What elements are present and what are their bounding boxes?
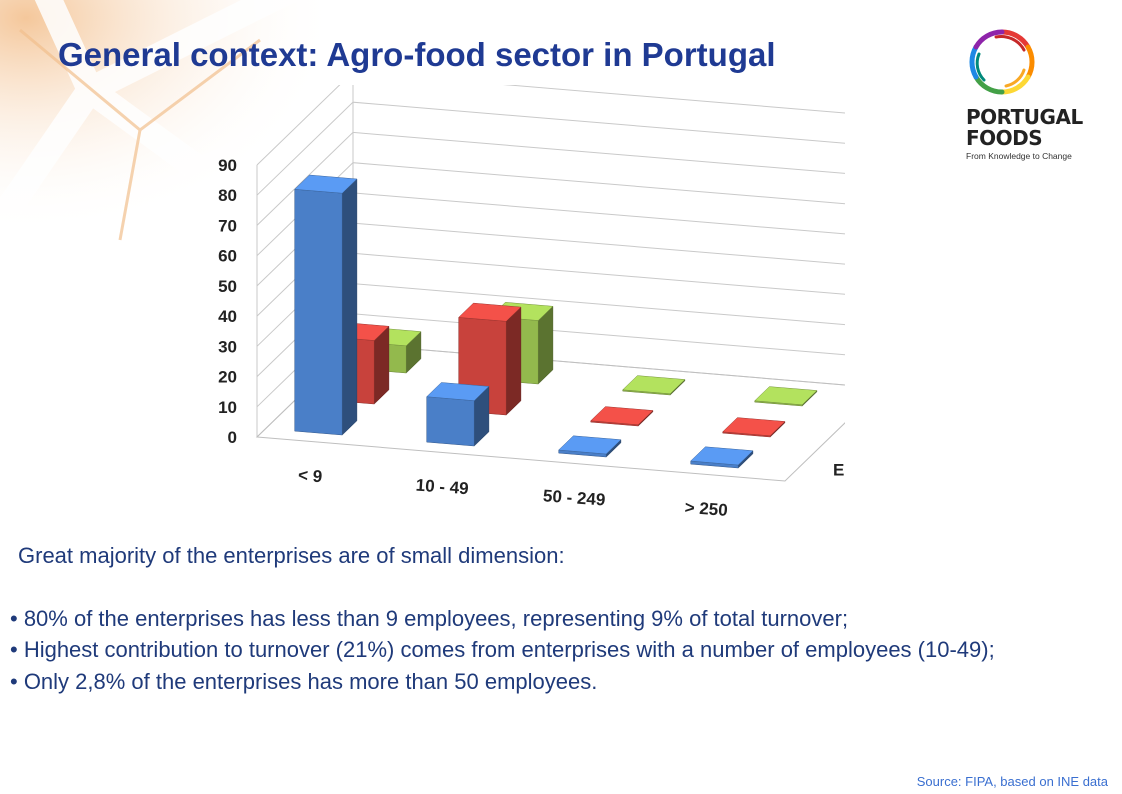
bar-top-enterprises [690, 446, 754, 466]
bullet-item: • 80% of the enterprises has less than 9… [10, 605, 849, 631]
logo-tagline: From Knowledge to Change [966, 151, 1072, 161]
intro-text: Great majority of the enterprises are of… [18, 543, 565, 568]
slide-title: General context: Agro-food sector in Por… [58, 36, 776, 73]
logo-wordmark-portugal: PORTUGAL [966, 105, 1083, 129]
bar-top-enterprises [426, 382, 490, 401]
bar-top-turnover [622, 375, 686, 395]
bar-enterprises [294, 189, 343, 436]
y-tick-label: 20 [218, 368, 237, 387]
x-tick-label: 50 - 249 [542, 486, 606, 509]
bar-top-employees [458, 302, 522, 322]
gridline [256, 85, 845, 166]
y-tick-label: 40 [218, 307, 237, 326]
y-tick-label: 30 [218, 337, 237, 356]
x-tick-label: > 250 [684, 498, 728, 520]
bar-side-enterprises [341, 178, 358, 436]
bar-side-employees [505, 306, 522, 416]
y-tick-label: 50 [218, 277, 237, 296]
x-tick-label: 10 - 49 [415, 476, 469, 499]
bar-enterprises [426, 396, 475, 447]
y-tick-label: 90 [218, 156, 237, 175]
y-tick-label: 10 [218, 398, 237, 417]
y-tick-label: 60 [218, 247, 237, 266]
series-label: Enterprises [833, 461, 845, 480]
y-tick-label: 70 [218, 216, 237, 235]
bar-top-employees [590, 406, 654, 426]
logo-wordmark-foods: FOODS [966, 126, 1043, 150]
bar-top-employees [722, 417, 786, 437]
bar-top-enterprises [558, 435, 622, 455]
bar-top-enterprises [294, 174, 358, 194]
y-tick-label: 80 [218, 186, 237, 205]
body-text: Great majority of the enterprises are of… [10, 540, 1100, 697]
bar-top-turnover [754, 386, 818, 406]
bar-chart-3d: 0 10 20 30 40 50 60 70 80 90 < 9 10 - 49 50 - 249 > 2… [218, 85, 845, 520]
portugal-foods-logo [969, 29, 1035, 95]
y-tick-label: 0 [228, 428, 237, 447]
x-tick-label: < 9 [297, 466, 322, 487]
source-note: Source: FIPA, based on INE data [916, 774, 1108, 789]
bullet-item: • Highest contribution to turnover (21%)… [10, 637, 995, 662]
bullet-item: • Only 2,8% of the enterprises has more … [10, 668, 598, 694]
